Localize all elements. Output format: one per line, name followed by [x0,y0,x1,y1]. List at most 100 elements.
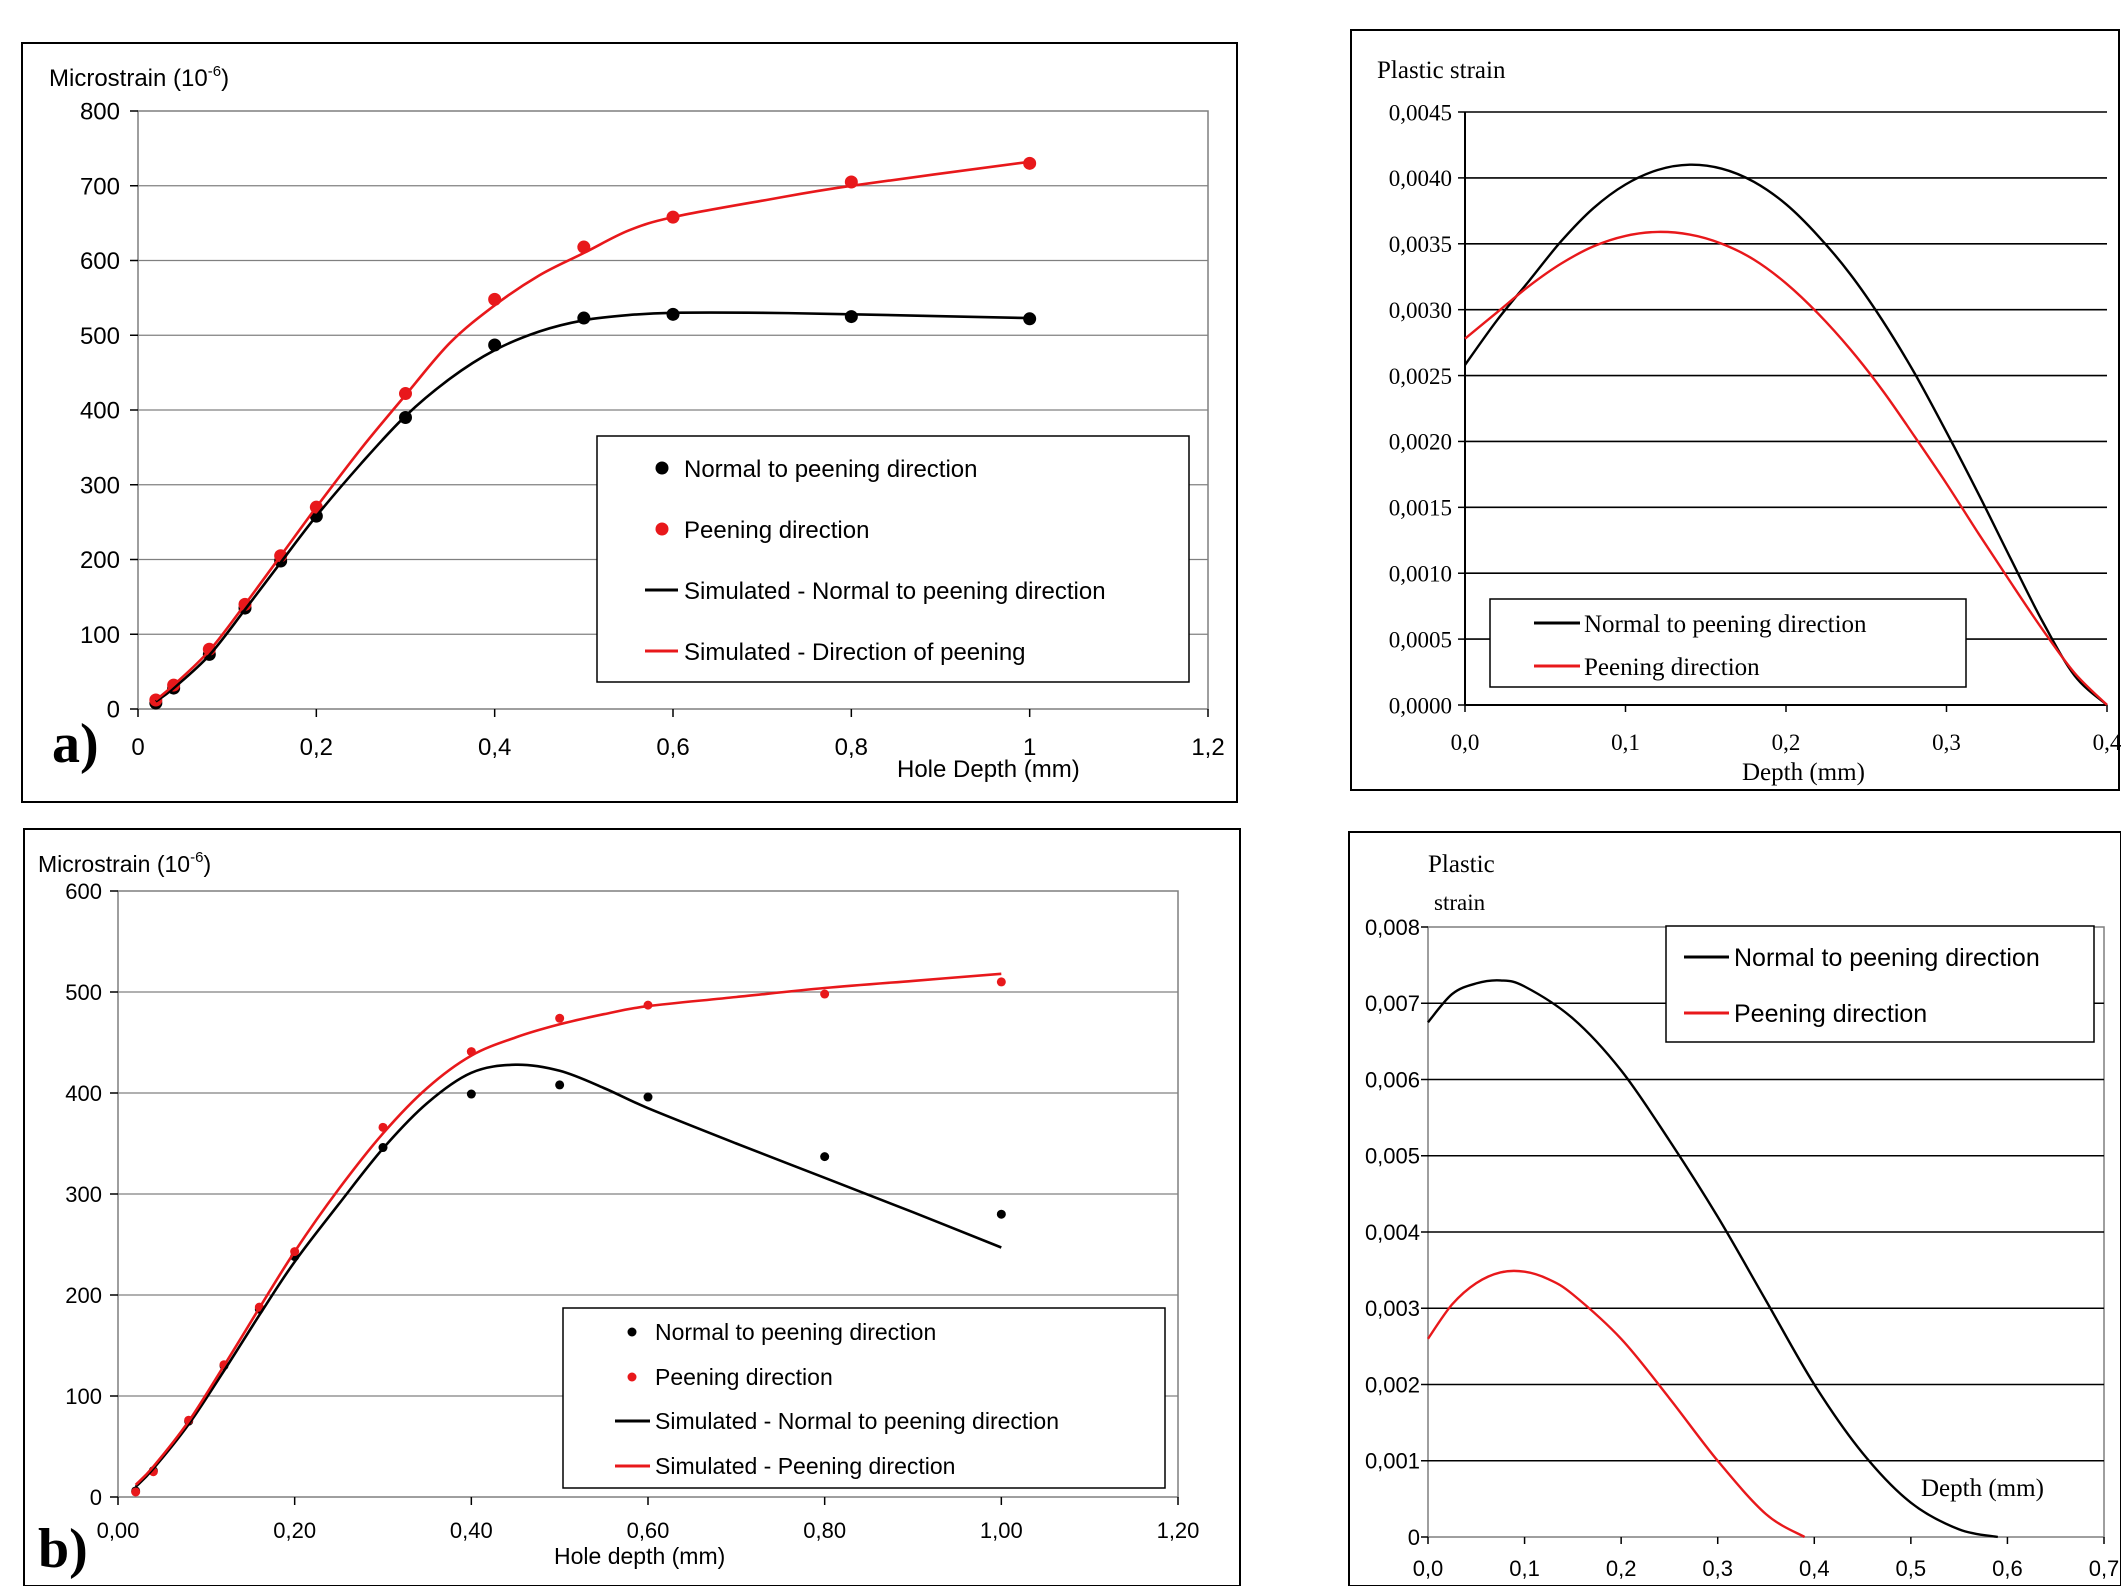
chart-a-series [149,156,1037,710]
chart-c-legend-label: Normal to peening direction [1584,611,1867,638]
x-tick-label: 1,2 [1191,734,1224,761]
chart-d-legend-label: Normal to peening direction [1734,944,2040,972]
x-tick-label: 0,7 [2089,1556,2120,1581]
y-tick-label: 600 [80,248,120,275]
x-tick-label: 1,20 [1157,1518,1200,1543]
x-tick-label: 0,1 [1611,730,1640,755]
chart-d-series [1427,979,1999,1539]
chart-a-legend [596,435,1190,683]
data-point [996,1209,1006,1219]
x-tick-label: 1,00 [980,1518,1023,1543]
series-line-2 [134,1063,1002,1488]
legend-marker-normal-points [655,461,669,475]
chart-a: 0 100 200 300 400 500 600 700 800 0 0,2 0,4 0,6 0,8 1 1… [21,42,1238,803]
y-tick-label: 0,0015 [1389,496,1452,521]
x-tick-label: 0,20 [273,1518,316,1543]
data-point [666,307,680,321]
data-point [844,310,858,324]
chart-a-legend-label: Peening direction [684,517,869,544]
y-tick-label: 0,008 [1365,915,1420,940]
y-tick-label: 200 [80,547,120,574]
x-tick-label: 0,3 [1702,1556,1733,1581]
x-tick-label: 0,80 [803,1518,846,1543]
chart-b-legend [562,1307,1166,1489]
chart-d-frame [1348,831,2121,1586]
y-tick-label: 400 [80,398,120,425]
data-point [996,977,1006,987]
x-tick-label: 0,0 [1413,1556,1444,1581]
y-tick-label: 0,001 [1365,1449,1420,1474]
y-tick-label: 0,0040 [1389,166,1452,191]
chart-b-legend-label: Normal to peening direction [655,1319,936,1345]
chart-b: 0 100 200 300 400 500 600 0,00 0,20 0,40 0,60 0,80 1… [23,828,1241,1586]
x-tick-label: 0,2 [300,734,333,761]
chart-d-y-axis-label: Plastic [1428,851,1495,878]
chart-d-y-axis-label-line2: strain [1434,890,1486,915]
chart-c-legend-label: Peening direction [1584,654,1760,681]
data-point [1023,156,1037,170]
y-tick-label: 0,0005 [1389,627,1452,652]
y-tick-label: 0,0000 [1389,693,1452,718]
y-tick-label: 0,007 [1365,991,1420,1016]
series-line-3 [154,160,1030,702]
chart-a-x-axis-label: Hole Depth (mm) [897,756,1080,783]
y-tick-label: 0,0045 [1389,100,1452,125]
chart-d-legend-label: Peening direction [1734,1000,1927,1028]
x-tick-label: 0,4 [478,734,511,761]
chart-b-legend-label: Simulated - Peening direction [655,1453,955,1479]
x-tick-label: 0,1 [1509,1556,1540,1581]
y-tick-label: 500 [65,980,102,1005]
chart-a-legend-label: Normal to peening direction [684,456,978,483]
x-tick-label: 0,8 [835,734,868,761]
chart-d-ticks: 00,0010,0020,0030,0040,0050,0060,0070,00… [1365,915,2119,1581]
chart-a-y-axis-label: Microstrain (10-6) [49,63,229,92]
chart-c-series [1464,163,2108,706]
x-tick-label: 0,0 [1451,730,1480,755]
x-tick-label: 0,6 [1992,1556,2023,1581]
data-point [131,1487,141,1497]
y-tick-label: 0,0030 [1389,298,1452,323]
chart-b-legend-label: Simulated - Normal to peening direction [655,1408,1059,1434]
x-tick-label: 0,2 [1772,730,1801,755]
legend-marker-peening-points [627,1372,637,1382]
x-tick-label: 0,00 [97,1518,140,1543]
data-point [643,1092,653,1102]
series-line-3 [134,972,1002,1486]
y-tick-label: 500 [80,323,120,350]
chart-b-series [131,972,1006,1497]
chart-b-ticks: 0 100 200 300 400 500 600 0,00 0,20 0,40 0,60 0,80 1… [65,879,1199,1543]
chart-a-frame [21,42,1238,803]
x-tick-label: 0,4 [2093,730,2121,755]
y-tick-label: 0,0020 [1389,430,1452,455]
y-tick-label: 0,004 [1365,1220,1420,1245]
chart-c-y-axis-label: Plastic strain [1377,57,1506,84]
data-point [555,1080,565,1090]
y-tick-label: 0,003 [1365,1296,1420,1321]
y-tick-label: 0 [107,697,120,724]
chart-b-y-axis-label: Microstrain (10-6) [38,849,211,877]
y-tick-label: 100 [65,1384,102,1409]
y-tick-label: 0,0035 [1389,232,1452,257]
x-tick-label: 0,5 [1896,1556,1927,1581]
chart-c: 0,00000,00050,00100,00150,00200,00250,00… [1350,29,2121,791]
y-tick-label: 200 [65,1283,102,1308]
data-point [820,1152,830,1162]
x-tick-label: 0,6 [656,734,689,761]
legend-marker-peening-points [655,522,669,536]
data-point [577,311,591,325]
series-line-1 [1464,230,2108,706]
chart-c-x-axis-label: Depth (mm) [1742,759,1865,786]
chart-d-legend [1665,925,2095,1043]
series-line-0 [1427,979,1999,1539]
chart-d-x-axis-label: Depth (mm) [1921,1475,2044,1502]
y-tick-label: 100 [80,622,120,649]
y-tick-label: 300 [80,472,120,499]
y-tick-label: 700 [80,173,120,200]
y-tick-label: 0,0025 [1389,364,1452,389]
chart-c-legend [1489,598,1967,688]
chart-d-grid [1428,1002,2104,1462]
chart-b-legend-label: Peening direction [655,1364,833,1390]
y-tick-label: 600 [65,879,102,904]
data-point [466,1089,476,1099]
